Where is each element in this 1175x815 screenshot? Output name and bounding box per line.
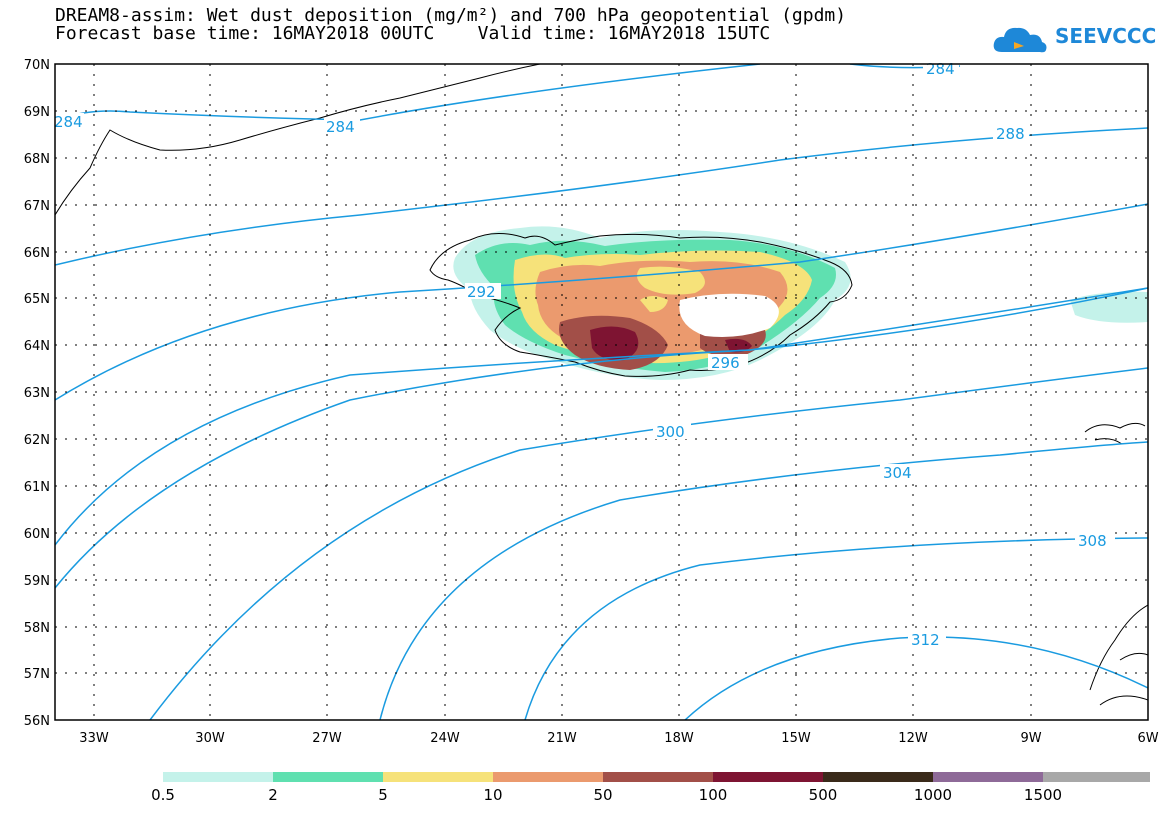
coastline-iceland xyxy=(429,233,853,377)
legend-swatch xyxy=(603,772,713,782)
lat-label: 63N xyxy=(24,386,50,401)
legend-swatch xyxy=(493,772,603,782)
lat-label: 68N xyxy=(24,152,50,167)
dust-shading xyxy=(453,226,1148,380)
contour-label: 300 xyxy=(656,423,685,441)
lon-label: 9W xyxy=(1020,731,1041,746)
legend-label: 1500 xyxy=(1024,786,1062,804)
contour-label: 312 xyxy=(911,631,940,649)
contour-label: 284 xyxy=(326,118,355,136)
map-frame xyxy=(54,63,1149,721)
legend-label: 100 xyxy=(699,786,728,804)
lat-label: 65N xyxy=(24,292,50,307)
legend-swatch xyxy=(823,772,933,782)
geopotential-contours xyxy=(55,64,1148,720)
legend-label: 50 xyxy=(593,786,612,804)
contour-label: 288 xyxy=(996,125,1025,143)
contour-label: 308 xyxy=(1078,532,1107,550)
legend-swatch xyxy=(273,772,383,782)
legend-label: 1000 xyxy=(914,786,952,804)
map-title: DREAM8-assim: Wet dust deposition (mg/m²… xyxy=(55,5,847,26)
lat-label: 58N xyxy=(24,621,50,636)
lat-label: 62N xyxy=(24,433,50,448)
lat-label: 56N xyxy=(24,714,50,729)
legend-swatch xyxy=(933,772,1043,782)
lon-label: 15W xyxy=(781,731,811,746)
legend-swatch xyxy=(713,772,823,782)
legend-swatch xyxy=(163,772,273,782)
longitude-labels: 33W 30W 27W 24W 21W 18W 15W 12W 9W 6W xyxy=(79,731,1158,746)
legend-label: 0.5 xyxy=(151,786,175,804)
lon-label: 27W xyxy=(312,731,342,746)
coastline-greenland xyxy=(55,64,541,216)
lon-label: 12W xyxy=(898,731,928,746)
legend: 0.5 2 5 10 50 100 500 1000 1500 xyxy=(151,772,1150,804)
legend-swatch xyxy=(383,772,493,782)
lat-label: 66N xyxy=(24,246,50,261)
grid xyxy=(55,64,1148,720)
coastline-faroes xyxy=(1084,422,1146,445)
lon-label: 21W xyxy=(547,731,577,746)
coastline-scotland xyxy=(1089,604,1148,706)
logo-text: SEEVCCC xyxy=(1055,24,1157,48)
contour-label: 292 xyxy=(467,283,496,301)
lon-label: 24W xyxy=(430,731,460,746)
lat-label: 57N xyxy=(24,667,50,682)
legend-label: 5 xyxy=(378,786,388,804)
legend-label: 10 xyxy=(483,786,502,804)
lat-label: 60N xyxy=(24,527,50,542)
contour-label: 284 xyxy=(926,60,955,78)
legend-swatch xyxy=(1043,772,1150,782)
lat-label: 67N xyxy=(24,199,50,214)
lat-label: 59N xyxy=(24,574,50,589)
lat-label: 69N xyxy=(24,105,50,120)
legend-label: 2 xyxy=(268,786,278,804)
lat-label: 70N xyxy=(24,58,50,73)
lat-label: 61N xyxy=(24,480,50,495)
lon-label: 18W xyxy=(664,731,694,746)
cloud-icon xyxy=(993,27,1047,53)
lat-label: 64N xyxy=(24,339,50,354)
map-subtitle: Forecast base time: 16MAY2018 00UTC Vali… xyxy=(55,23,771,44)
lon-label: 30W xyxy=(195,731,225,746)
contour-label: 304 xyxy=(883,464,912,482)
contour-label: 296 xyxy=(711,354,740,372)
lon-label: 33W xyxy=(79,731,109,746)
latitude-labels: 70N 69N 68N 67N 66N 65N 64N 63N 62N 61N … xyxy=(24,58,50,729)
legend-label: 500 xyxy=(809,786,838,804)
contour-label: 284 xyxy=(54,113,83,131)
contour-labels: 284 284 284 288 292 296 300 304 308 312 xyxy=(52,60,1115,649)
lon-label: 6W xyxy=(1137,731,1158,746)
